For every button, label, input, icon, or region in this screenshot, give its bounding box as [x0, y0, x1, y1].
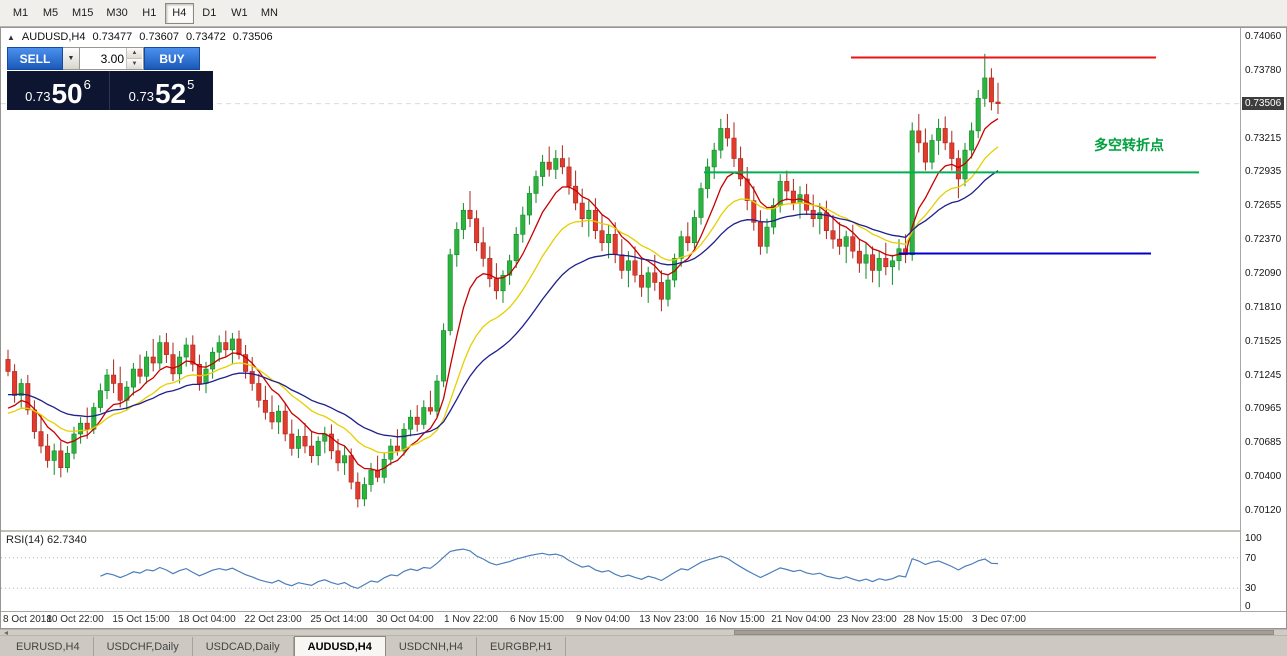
sell-price-pips: 50: [51, 78, 83, 110]
price-axis-label: 0.72370: [1245, 234, 1282, 246]
horizontal-scrollbar[interactable]: [0, 629, 1287, 636]
sell-price-display[interactable]: 0.73 50 6: [7, 71, 110, 110]
rsi-label: RSI(14) 62.7340: [6, 534, 87, 546]
chart-tab-usdchf-daily[interactable]: USDCHF,Daily: [93, 637, 193, 656]
chart-window: 多空转折点 ▲ AUDUSD,H4 0.73477 0.73607 0.7347…: [0, 27, 1287, 629]
timeframe-button-m15[interactable]: M15: [72, 7, 94, 19]
buy-price-point: 5: [187, 77, 195, 92]
buy-price-pips: 52: [154, 78, 187, 110]
annotation-label: 多空转折点: [1094, 137, 1164, 153]
ma-slow-line: [7, 170, 999, 438]
time-axis-label: 9 Nov 04:00: [576, 614, 630, 625]
price-axis-label: 0.70400: [1245, 471, 1282, 483]
rsi-indicator-pane[interactable]: [1, 532, 1240, 611]
one-click-trading-panel: SELL ▼ ▲ ▼ BUY 0.73 50 6: [7, 47, 213, 110]
lot-increase-button[interactable]: ▲: [127, 48, 142, 59]
time-axis-label: 18 Oct 04:00: [178, 614, 236, 625]
price-axis-label: 0.71245: [1245, 369, 1282, 381]
lot-size-dropdown-button[interactable]: ▼: [63, 47, 80, 70]
rsi-axis-label: 100: [1245, 533, 1262, 544]
sell-price-prefix: 0.73: [25, 89, 51, 104]
current-price-tag: 0.73506: [1242, 96, 1285, 110]
rsi-line: [100, 548, 999, 590]
chart-symbol: AUDUSD,H4: [21, 31, 86, 43]
rsi-value: 62.7340: [46, 534, 87, 546]
time-axis-label: 28 Nov 15:00: [903, 614, 963, 625]
chart-close: 0.73506: [232, 31, 273, 43]
time-axis-label: 25 Oct 14:00: [310, 614, 368, 625]
pane-divider[interactable]: [1, 530, 1286, 532]
rsi-axis-label: 30: [1245, 583, 1257, 595]
lot-decrease-button[interactable]: ▼: [127, 59, 142, 69]
price-axis-label: 0.70685: [1245, 437, 1282, 449]
time-axis-label: 30 Oct 04:00: [376, 614, 434, 625]
price-axis[interactable]: 0.74060 0.73780 0.73215 0.72935 0.72655 0.723…: [1240, 28, 1286, 612]
timeframe-button-h1[interactable]: H1: [142, 7, 157, 19]
chart-low: 0.73472: [186, 31, 226, 43]
ma-mid-line: [7, 146, 999, 454]
rsi-axis-label: 70: [1245, 552, 1257, 564]
lot-size-input[interactable]: [80, 48, 126, 69]
time-axis-label: 21 Nov 04:00: [771, 614, 831, 625]
price-axis-label: 0.72090: [1245, 268, 1282, 279]
lot-size-field: ▲ ▼: [80, 47, 144, 70]
timeframe-button-m30[interactable]: M30: [106, 7, 128, 19]
time-axis-label: 22 Oct 23:00: [244, 614, 302, 625]
price-axis-label: 0.71810: [1245, 301, 1282, 313]
chart-tab-usdcnh-h4[interactable]: USDCNH,H4: [385, 637, 478, 656]
chart-info: ▲ AUDUSD,H4 0.73477 0.73607 0.73472 0.73…: [7, 31, 273, 43]
time-axis-label: 3 Dec 07:00: [972, 614, 1026, 625]
chart-high: 0.73607: [139, 31, 180, 43]
buy-price-display[interactable]: 0.73 52 5: [110, 71, 213, 110]
price-axis-label: 0.71525: [1245, 335, 1282, 347]
price-axis-label: 0.74060: [1245, 31, 1282, 43]
price-axis-label: 0.70120: [1245, 504, 1282, 516]
chart-tabs: EURUSD,H4 USDCHF,Daily USDCAD,Daily AUDUSD,…: [0, 636, 1287, 656]
time-axis-label: 6 Nov 15:00: [510, 614, 564, 625]
timeframe-toolbar: M1 M5 M15 M30 H1 H4 D1 W1 MN: [0, 0, 1287, 27]
scrollbar-thumb[interactable]: [733, 630, 1275, 635]
price-axis-label: 0.72655: [1245, 200, 1282, 212]
sell-price-point: 6: [83, 77, 91, 92]
buy-button[interactable]: BUY: [144, 47, 200, 70]
price-axis-label: 0.73780: [1245, 64, 1282, 76]
timeframe-button-mn[interactable]: MN: [260, 7, 278, 19]
price-axis-label: 0.73215: [1245, 132, 1282, 144]
rsi-levels: [1, 557, 1240, 589]
time-axis-label: 15 Oct 15:00: [112, 614, 170, 625]
tick-up-icon: ▲: [7, 32, 15, 42]
timeframe-button-w1[interactable]: W1: [231, 7, 248, 19]
time-axis[interactable]: 8 Oct 2018 10 Oct 22:00 15 Oct 15:00 18 Oct…: [1, 611, 1286, 628]
timeframe-button-h4[interactable]: H4: [164, 2, 194, 24]
rsi-axis-label: 0: [1245, 601, 1251, 612]
chart-tab-eurgbp-h1[interactable]: EURGBP,H1: [477, 637, 567, 656]
price-axis-label: 0.70965: [1245, 403, 1282, 415]
price-chart[interactable]: 多空转折点: [1, 28, 1240, 530]
chart-tab-audusd-h4[interactable]: AUDUSD,H4: [293, 636, 386, 656]
time-axis-label: 10 Oct 22:00: [46, 614, 104, 625]
time-axis-label: 16 Nov 15:00: [705, 614, 765, 625]
timeframe-button-m1[interactable]: M1: [12, 7, 29, 19]
time-axis-label: 8 Oct 2018: [3, 614, 52, 625]
time-axis-label: 13 Nov 23:00: [639, 614, 699, 625]
rsi-name: RSI(14): [6, 534, 44, 546]
lot-stepper: ▲ ▼: [126, 48, 142, 69]
chevron-down-icon: ▼: [67, 55, 75, 62]
chart-tab-usdcad-daily[interactable]: USDCAD,Daily: [192, 637, 294, 656]
chart-tab-eurusd-h4[interactable]: EURUSD,H4: [3, 637, 94, 656]
candles-layer: [5, 53, 1001, 508]
sell-button[interactable]: SELL: [7, 47, 63, 70]
timeframe-button-d1[interactable]: D1: [202, 7, 217, 19]
ma-fast-line: [7, 118, 999, 472]
timeframe-button-m5[interactable]: M5: [42, 7, 59, 19]
chart-open: 0.73477: [92, 31, 133, 43]
price-axis-label: 0.72935: [1245, 166, 1282, 178]
time-axis-label: 23 Nov 23:00: [837, 614, 897, 625]
buy-price-prefix: 0.73: [128, 89, 154, 104]
time-axis-label: 1 Nov 22:00: [444, 614, 498, 625]
scrollbar-left-arrow-icon: [4, 631, 8, 635]
